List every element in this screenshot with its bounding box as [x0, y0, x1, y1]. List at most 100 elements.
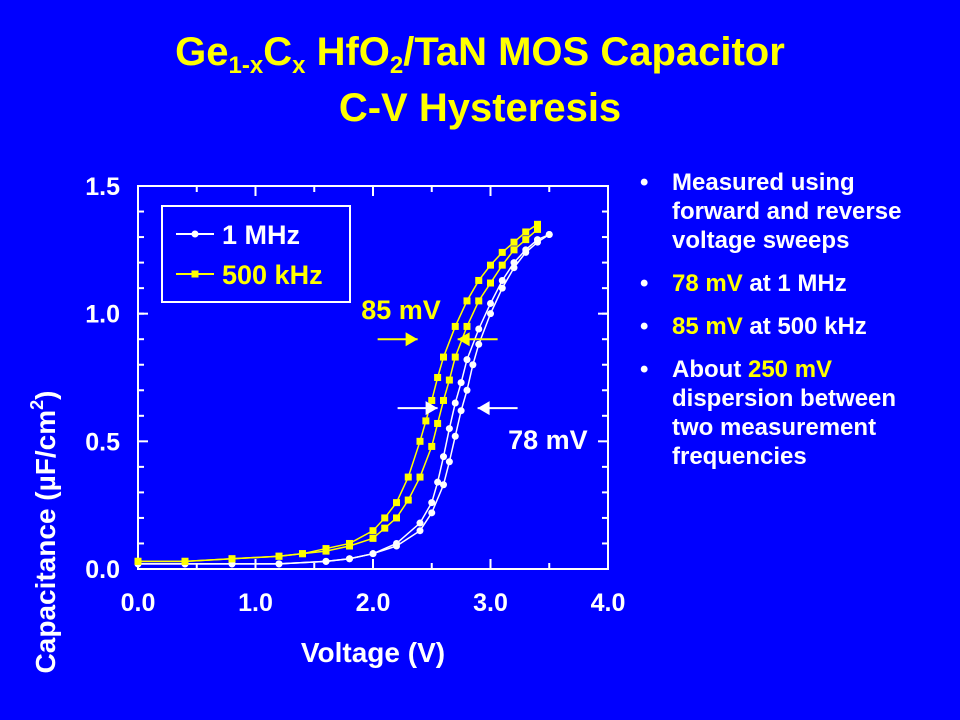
legend-label: 1 MHz — [222, 220, 300, 250]
data-point — [534, 225, 541, 233]
data-point — [463, 322, 471, 330]
title-part-ge: Ge — [175, 30, 229, 74]
data-point — [322, 545, 330, 553]
x-tick-label: 4.0 — [591, 589, 626, 617]
data-point — [440, 353, 447, 361]
series-layer — [134, 220, 553, 568]
series-1-sweep-1 — [134, 220, 541, 565]
data-point — [498, 261, 506, 269]
data-point — [445, 425, 453, 433]
data-point — [369, 534, 377, 542]
data-point — [381, 524, 389, 532]
title-part-c: C — [263, 30, 293, 74]
bullet-list: Measured using forward and reverse volta… — [640, 168, 940, 485]
data-point — [299, 550, 306, 558]
data-point — [416, 519, 424, 527]
x-tick-label: 0.0 — [121, 589, 156, 617]
data-point — [416, 527, 424, 535]
data-point — [440, 481, 447, 489]
data-point — [451, 399, 459, 407]
data-point — [457, 407, 465, 415]
cv-hysteresis-chart: 0.0 1.0 2.0 3.0 4.0 0.0 0.5 1.0 1.5 85 mV 78 mV 1… — [27, 173, 625, 674]
data-point — [181, 557, 189, 565]
data-point — [545, 231, 553, 239]
annotation-arrowhead-left — [425, 401, 438, 416]
legend-label: 500 kHz — [222, 260, 323, 290]
x-axis-label: Voltage (V) — [301, 637, 445, 668]
data-point — [440, 453, 447, 461]
data-point — [451, 353, 459, 361]
data-point — [475, 276, 483, 284]
data-point — [422, 417, 430, 425]
chart-axes: 0.0 1.0 2.0 3.0 4.0 0.0 0.5 1.0 1.5 — [85, 173, 625, 617]
data-point — [381, 514, 389, 522]
data-point — [463, 386, 471, 394]
data-point — [228, 555, 236, 563]
y-tick-label: 1.5 — [85, 173, 120, 201]
data-point — [346, 555, 353, 563]
title-sub-1: 1-x — [228, 52, 264, 79]
data-point — [440, 396, 447, 404]
bullet-3: 85 mV at 500 kHz — [640, 312, 940, 341]
y-axis-label: Capacitance (µF/cm2) — [27, 391, 61, 674]
bullet-3-highlight: 85 mV — [672, 313, 743, 340]
data-point — [510, 246, 518, 254]
data-point — [434, 478, 442, 486]
data-point — [463, 297, 471, 305]
data-point — [369, 527, 377, 535]
bullet-4-text: dispersion between two measurement frequ… — [672, 385, 897, 470]
bullet-2-highlight: 78 mV — [672, 270, 743, 297]
data-point — [428, 396, 436, 404]
data-point — [434, 419, 442, 427]
y-tick-label: 0.5 — [85, 428, 120, 456]
annotation-0: 85 mV — [361, 295, 498, 347]
annotation-label: 85 mV — [361, 295, 441, 325]
data-point — [428, 442, 436, 450]
data-point — [445, 376, 453, 384]
data-point — [322, 557, 330, 565]
data-point — [275, 560, 283, 568]
data-point — [451, 322, 459, 330]
data-point — [428, 499, 436, 507]
data-point — [510, 259, 518, 267]
data-point — [522, 246, 530, 254]
legend-box — [161, 205, 351, 303]
data-point — [487, 279, 494, 287]
data-point — [416, 437, 424, 445]
title-part-hfo: HfO — [305, 30, 390, 74]
data-point — [534, 236, 541, 244]
title-sub-2: x — [292, 52, 306, 79]
slide-title-line-2: C-V Hysteresis — [338, 86, 622, 130]
bullet-1: Measured using forward and reverse volta… — [640, 168, 940, 255]
data-point — [510, 238, 518, 246]
data-point — [434, 374, 442, 381]
title-part-tan: /TaN MOS Capacitor — [403, 30, 785, 74]
data-point — [404, 473, 412, 481]
bullet-3-text: at 500 kHz — [742, 313, 867, 340]
annotation-label: 78 mV — [508, 425, 588, 455]
data-point — [393, 499, 400, 507]
data-point — [393, 514, 400, 522]
x-tick-label: 3.0 — [473, 589, 508, 617]
bullet-4: About 250 mV dispersion between two meas… — [640, 355, 940, 471]
data-point — [416, 473, 424, 481]
title-sub-3: 2 — [389, 52, 404, 79]
data-point — [475, 297, 483, 305]
data-point — [457, 379, 465, 387]
bullet-1-text: Measured using forward and reverse volta… — [672, 169, 902, 254]
data-point — [498, 248, 506, 256]
x-tick-label: 1.0 — [238, 589, 273, 617]
data-point — [487, 261, 494, 269]
slide-title-line-1: Ge1-xCx HfO2/TaN MOS Capacitor — [0, 28, 960, 79]
y-axis-label-close: ) — [30, 391, 61, 400]
data-point — [393, 539, 400, 547]
data-point — [498, 284, 506, 292]
data-point — [275, 552, 283, 560]
data-point — [475, 340, 483, 348]
y-axis-label-sup: 2 — [27, 400, 47, 410]
data-point — [522, 228, 530, 236]
data-point — [487, 299, 494, 307]
chart-legend: 1 MHz 500 kHz — [161, 205, 351, 303]
bullet-2-text: at 1 MHz — [742, 270, 847, 297]
annotation-layer: 85 mV 78 mV — [361, 295, 587, 455]
